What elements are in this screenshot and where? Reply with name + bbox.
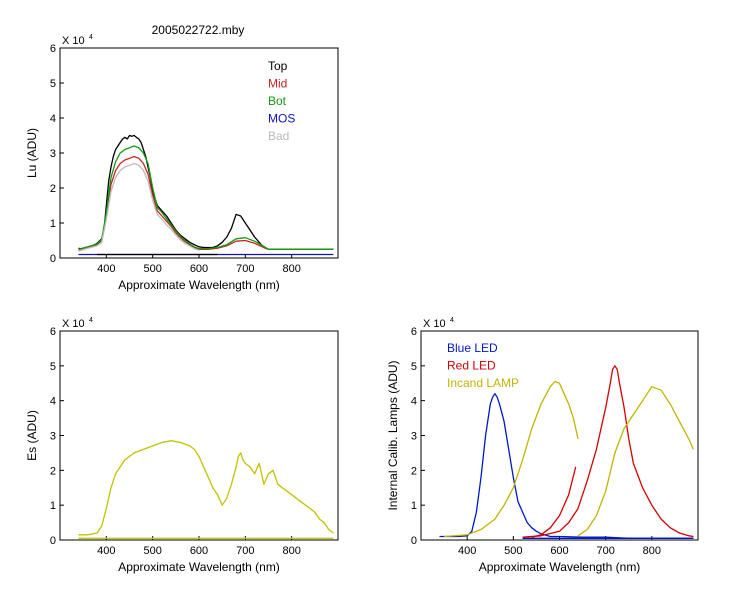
series-line-unnamed-4 bbox=[577, 386, 694, 537]
y-axis-label: Es (ADU) bbox=[25, 410, 39, 461]
y-tick-label: 5 bbox=[50, 361, 56, 373]
x-tick-label: 500 bbox=[504, 545, 522, 557]
x-tick-label: 800 bbox=[643, 545, 661, 557]
y-tick-label: 6 bbox=[411, 326, 417, 338]
legend-entry: Top bbox=[268, 59, 288, 73]
x-tick-label: 400 bbox=[458, 545, 476, 557]
series-line-mid bbox=[78, 155, 334, 251]
y-tick-label: 4 bbox=[50, 113, 56, 125]
y-tick-label: 2 bbox=[50, 465, 56, 477]
series-group bbox=[78, 134, 334, 256]
y-multiplier: X 10 bbox=[423, 318, 446, 330]
y-tick-label: 1 bbox=[50, 218, 56, 230]
legend-entry: MOS bbox=[268, 112, 295, 126]
series-line-top bbox=[78, 134, 334, 250]
x-tick-label: 400 bbox=[97, 263, 115, 275]
x-tick-label: 600 bbox=[550, 545, 568, 557]
chart-cal: 0 1 2 3 4 5 6 400 500 600 700 800 X 10 4 Approximate W… bbox=[386, 317, 699, 574]
x-tick-label: 600 bbox=[190, 263, 208, 275]
series-line-red-led bbox=[522, 365, 694, 538]
chart-lu: 0 1 2 3 4 5 6 400 500 600 700 800 X 10 4 Approximate W… bbox=[25, 34, 339, 292]
legend-entry: Bot bbox=[268, 94, 287, 108]
y-multiplier: X 10 bbox=[62, 35, 85, 47]
y-tick-label: 1 bbox=[50, 500, 56, 512]
legend-entry: Red LED bbox=[447, 359, 496, 373]
series-line-bot bbox=[78, 145, 334, 250]
y-tick-label: 3 bbox=[411, 431, 417, 443]
y-tick-label: 5 bbox=[411, 361, 417, 373]
y-tick-label: 2 bbox=[50, 183, 56, 195]
y-multiplier-exponent: 4 bbox=[89, 34, 93, 41]
y-axis-label: Internal Calib. Lamps (ADU) bbox=[386, 360, 400, 510]
x-axis-label: Approximate Wavelength (nm) bbox=[118, 560, 280, 574]
y-tick-label: 3 bbox=[50, 148, 56, 160]
y-tick-label: 3 bbox=[50, 431, 56, 443]
x-axis-label: Approximate Wavelength (nm) bbox=[118, 278, 280, 292]
y-tick-label: 0 bbox=[50, 535, 56, 547]
x-tick-label: 800 bbox=[282, 545, 300, 557]
legend-entry: Blue LED bbox=[447, 341, 498, 355]
x-axis-label: Approximate Wavelength (nm) bbox=[479, 560, 641, 574]
y-multiplier-exponent: 4 bbox=[89, 317, 93, 324]
y-tick-label: 0 bbox=[50, 253, 56, 265]
y-tick-label: 5 bbox=[50, 78, 56, 90]
x-tick-label: 500 bbox=[143, 263, 161, 275]
y-tick-label: 6 bbox=[50, 43, 56, 55]
x-tick-label: 700 bbox=[596, 545, 614, 557]
figure-title: 2005022722.mby bbox=[152, 23, 245, 37]
y-tick-label: 4 bbox=[411, 396, 417, 408]
x-tick-label: 500 bbox=[143, 545, 161, 557]
y-tick-label: 6 bbox=[50, 326, 56, 338]
legend-entry: Mid bbox=[268, 77, 287, 91]
y-multiplier: X 10 bbox=[62, 318, 85, 330]
series-line-unnamed-0 bbox=[78, 440, 334, 536]
x-tick-label: 600 bbox=[190, 545, 208, 557]
x-tick-label: 700 bbox=[236, 263, 254, 275]
x-tick-label: 700 bbox=[236, 545, 254, 557]
x-tick-label: 400 bbox=[97, 545, 115, 557]
x-tick-label: 800 bbox=[282, 263, 300, 275]
y-multiplier-exponent: 4 bbox=[450, 317, 454, 324]
series-line-bad bbox=[78, 162, 200, 252]
y-tick-label: 0 bbox=[411, 535, 417, 547]
legend-entry: Bad bbox=[268, 129, 289, 143]
series-group bbox=[78, 440, 334, 539]
series-group bbox=[439, 365, 694, 539]
series-line-blue-led bbox=[439, 393, 694, 539]
series-line-incand-lamp bbox=[444, 380, 579, 538]
y-tick-label: 2 bbox=[411, 465, 417, 477]
chart-es: 0 1 2 3 4 5 6 400 500 600 700 800 X 10 4 Approximate W… bbox=[25, 317, 339, 574]
y-tick-label: 1 bbox=[411, 500, 417, 512]
y-tick-label: 4 bbox=[50, 396, 56, 408]
series-line-unnamed-2 bbox=[531, 466, 577, 538]
legend-entry: Incand LAMP bbox=[447, 376, 519, 390]
y-axis-label: Lu (ADU) bbox=[25, 128, 39, 178]
